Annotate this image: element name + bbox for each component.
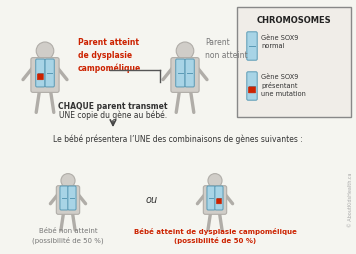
FancyBboxPatch shape bbox=[185, 59, 194, 87]
FancyBboxPatch shape bbox=[171, 58, 199, 92]
FancyBboxPatch shape bbox=[237, 7, 351, 117]
FancyBboxPatch shape bbox=[207, 186, 215, 210]
Circle shape bbox=[36, 42, 54, 60]
Circle shape bbox=[176, 42, 194, 60]
FancyBboxPatch shape bbox=[176, 59, 185, 87]
Text: Gène SOX9
présentant
une mutation: Gène SOX9 présentant une mutation bbox=[261, 74, 306, 97]
FancyBboxPatch shape bbox=[45, 59, 54, 87]
Text: Bébé non atteint
(possibilité de 50 %): Bébé non atteint (possibilité de 50 %) bbox=[32, 228, 104, 244]
Text: Parent atteint
de dysplasie
campomélique: Parent atteint de dysplasie campomélique bbox=[78, 38, 141, 73]
FancyBboxPatch shape bbox=[203, 186, 227, 214]
FancyBboxPatch shape bbox=[215, 186, 223, 210]
Text: CHROMOSOMES: CHROMOSOMES bbox=[257, 16, 331, 25]
FancyBboxPatch shape bbox=[31, 58, 59, 92]
FancyBboxPatch shape bbox=[37, 74, 43, 80]
FancyBboxPatch shape bbox=[68, 186, 76, 210]
FancyBboxPatch shape bbox=[60, 186, 68, 210]
FancyBboxPatch shape bbox=[247, 32, 257, 60]
FancyBboxPatch shape bbox=[248, 87, 256, 93]
Text: Parent
non atteint: Parent non atteint bbox=[205, 38, 248, 59]
FancyBboxPatch shape bbox=[56, 186, 80, 214]
FancyBboxPatch shape bbox=[216, 199, 221, 204]
Text: UNE copie du gène au bébé.: UNE copie du gène au bébé. bbox=[59, 111, 167, 120]
Text: CHAQUE parent transmet: CHAQUE parent transmet bbox=[58, 102, 168, 111]
Text: ou: ou bbox=[146, 195, 158, 205]
Circle shape bbox=[208, 173, 222, 188]
FancyBboxPatch shape bbox=[36, 59, 45, 87]
Text: Le bébé présentera l’UNE des combinaisons de gènes suivantes :: Le bébé présentera l’UNE des combinaison… bbox=[53, 135, 303, 145]
Text: Bébé atteint de dysplasie campomélique
(possibilité de 50 %): Bébé atteint de dysplasie campomélique (… bbox=[134, 228, 297, 244]
Circle shape bbox=[61, 173, 75, 188]
Text: © AboutKidsHealth.ca: © AboutKidsHealth.ca bbox=[349, 173, 354, 227]
Text: Gène SOX9
normal: Gène SOX9 normal bbox=[261, 35, 298, 49]
FancyBboxPatch shape bbox=[247, 72, 257, 100]
